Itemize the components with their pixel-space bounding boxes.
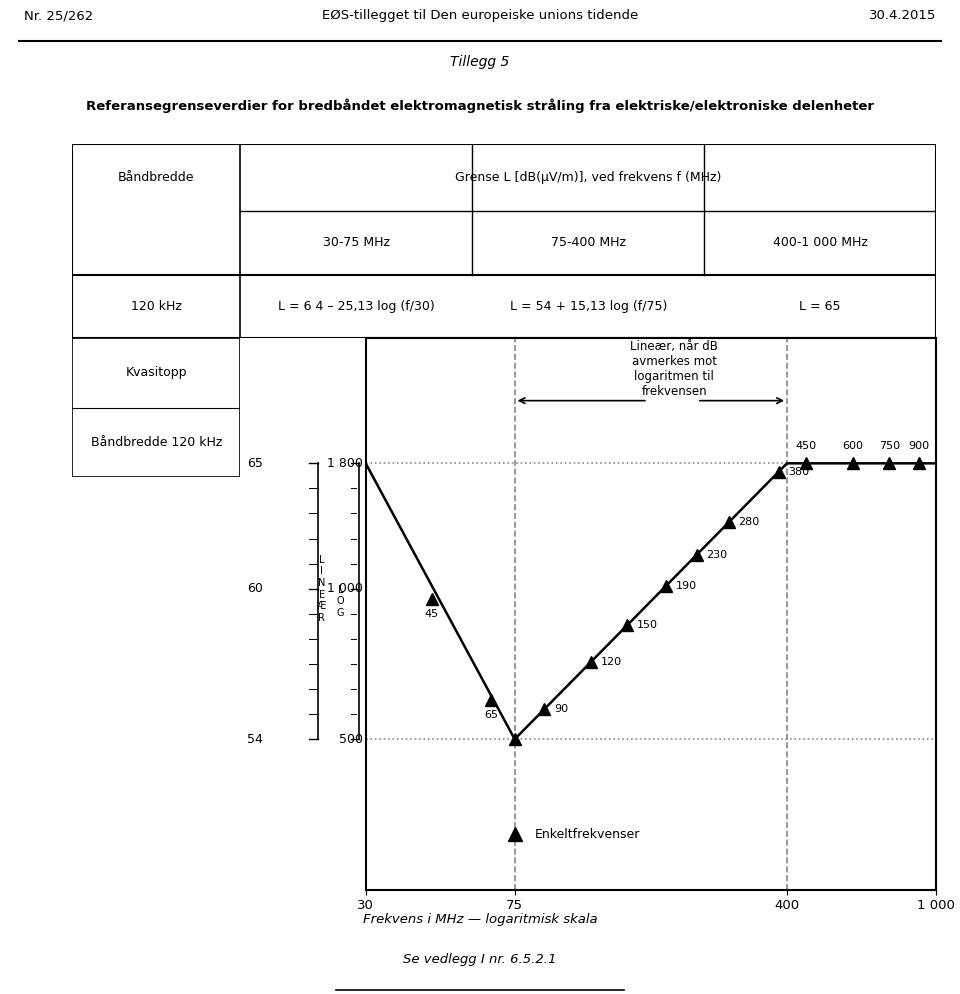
Text: 190: 190 [676,581,697,591]
Text: 230: 230 [707,550,728,560]
Text: 120 kHz: 120 kHz [131,300,181,313]
Text: 750: 750 [878,440,900,451]
Text: L = 54 + 15,13 log (f/75): L = 54 + 15,13 log (f/75) [510,300,667,313]
Text: 90: 90 [554,704,568,714]
Text: 600: 600 [843,440,863,451]
Text: 75-400 MHz: 75-400 MHz [551,237,626,249]
Text: Referansegrenseverdier for bredbåndet elektromagnetisk stråling fra elektriske/e: Referansegrenseverdier for bredbåndet el… [86,98,874,113]
Text: L
O
G: L O G [337,584,345,618]
Text: 65: 65 [485,710,498,720]
Text: 150: 150 [636,620,658,630]
Text: Kvasitopp: Kvasitopp [126,366,187,380]
Text: 30-75 MHz: 30-75 MHz [323,237,390,249]
Text: 1 800: 1 800 [327,457,363,470]
Text: Grense L [dB(μV/m)], ved frekvens f (MHz): Grense L [dB(μV/m)], ved frekvens f (MHz… [455,171,721,184]
Text: 60: 60 [247,582,263,595]
Text: L
I
N
E
Æ
R: L I N E Æ R [317,555,326,622]
Text: 30.4.2015: 30.4.2015 [869,9,936,22]
Text: 65: 65 [247,457,263,470]
Text: L = 65: L = 65 [800,300,841,313]
Text: 500: 500 [339,733,363,746]
Text: Båndbredde 120 kHz: Båndbredde 120 kHz [90,435,222,449]
Text: 280: 280 [738,517,759,527]
Text: L = 6 4 – 25,13 log (f/30): L = 6 4 – 25,13 log (f/30) [278,300,435,313]
Text: 400-1 000 MHz: 400-1 000 MHz [773,237,868,249]
Text: Båndbredde: Båndbredde [118,171,195,184]
Text: Lineær, når dB
avmerkes mot
logaritmen til
frekvensen: Lineær, når dB avmerkes mot logaritmen t… [631,340,718,399]
Text: 380: 380 [788,467,809,477]
Text: Frekvens i MHz — logaritmisk skala: Frekvens i MHz — logaritmisk skala [363,913,597,926]
Text: Tillegg 5: Tillegg 5 [450,55,510,69]
Text: 1 000: 1 000 [327,582,363,595]
Text: 900: 900 [908,440,929,451]
Text: 45: 45 [424,609,439,619]
Text: Se vedlegg I nr. 6.5.2.1: Se vedlegg I nr. 6.5.2.1 [403,952,557,965]
Text: Enkeltfrekvenser: Enkeltfrekvenser [535,828,640,841]
Text: 450: 450 [796,440,817,451]
Text: 54: 54 [247,733,263,746]
Text: 120: 120 [601,657,622,667]
Text: EØS-tillegget til Den europeiske unions tidende: EØS-tillegget til Den europeiske unions … [322,9,638,22]
Text: Nr. 25/262: Nr. 25/262 [24,9,93,22]
